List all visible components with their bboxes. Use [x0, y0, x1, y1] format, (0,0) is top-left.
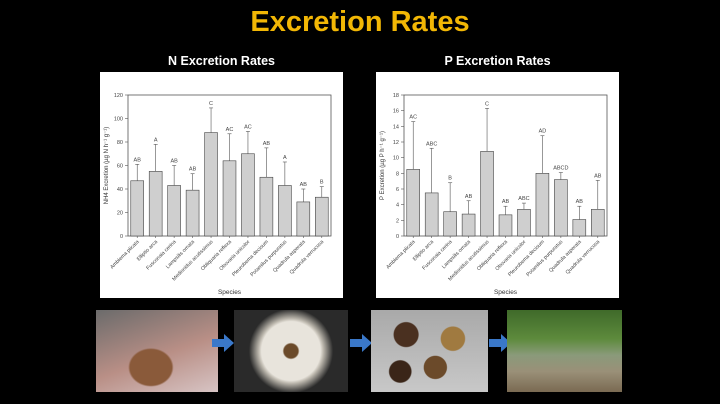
- significance-label: AB: [576, 199, 584, 205]
- significance-label: AD: [539, 129, 547, 135]
- y-tick-label: 12: [393, 140, 399, 146]
- significance-label: AB: [594, 173, 602, 179]
- y-tick-label: 40: [117, 187, 123, 193]
- bar: [167, 185, 181, 237]
- x-tick-label: Quadrula asperata: [548, 239, 583, 274]
- bar: [222, 160, 237, 237]
- bar: [241, 153, 255, 237]
- significance-label: AB: [134, 157, 142, 163]
- x-tick-label: Quadrula asperata: [272, 239, 307, 274]
- y-tick-label: 0: [396, 234, 399, 240]
- bar: [424, 192, 439, 237]
- x-axis-label: Species: [494, 289, 518, 296]
- bar: [148, 171, 163, 237]
- y-tick-label: 20: [117, 211, 123, 217]
- p-chart-title: P Excretion Rates: [444, 54, 551, 68]
- y-tick-label: 0: [120, 234, 123, 240]
- significance-label: A: [154, 137, 158, 143]
- bar: [278, 185, 292, 237]
- y-tick-label: 16: [393, 109, 399, 115]
- bar: [443, 211, 457, 237]
- significance-label: C: [485, 101, 489, 107]
- significance-label: AB: [502, 199, 510, 205]
- bar: [185, 189, 200, 237]
- significance-label: AB: [170, 159, 178, 165]
- y-tick-label: 18: [393, 93, 399, 99]
- photo-mussel-container: [234, 310, 348, 392]
- y-tick-label: 60: [117, 164, 123, 170]
- photo-mussel-species: [371, 310, 488, 392]
- bar: [572, 219, 587, 237]
- y-tick-label: 100: [114, 117, 123, 123]
- significance-label: AC: [409, 115, 417, 121]
- significance-label: AC: [244, 124, 252, 130]
- significance-label: ABCD: [553, 166, 568, 172]
- significance-label: AC: [226, 127, 234, 133]
- significance-label: A: [283, 155, 287, 161]
- significance-label: B: [320, 180, 324, 186]
- y-tick-label: 4: [396, 203, 399, 209]
- significance-label: AB: [189, 167, 197, 173]
- n-chart-title: N Excretion Rates: [168, 54, 275, 68]
- photo-mussel-caliper: [96, 310, 218, 392]
- y-tick-label: 6: [396, 187, 399, 193]
- x-tick-label: Quadrula verrucosa: [289, 239, 326, 276]
- bar: [498, 214, 513, 237]
- significance-label: AB: [263, 141, 271, 147]
- significance-label: AB: [300, 182, 308, 188]
- significance-label: ABC: [518, 196, 529, 202]
- bar: [296, 201, 311, 237]
- bar: [315, 196, 329, 237]
- y-axis-label: P Excretion (µg P h⁻¹ g⁻¹): [380, 131, 386, 200]
- significance-label: ABC: [426, 141, 437, 147]
- bar: [554, 179, 568, 237]
- bar: [130, 180, 144, 237]
- significance-label: B: [448, 176, 452, 182]
- n-excretion-chart: 0 20 40 60 80 100 120 AB Amblema plicata A Ellipti…: [100, 72, 343, 298]
- p-excretion-chart: 0 2 4 6 8 10 12 14 16 18 AC Amblema plicata ABC Ellip…: [376, 72, 619, 298]
- bar: [406, 169, 420, 237]
- y-tick-label: 8: [396, 171, 399, 177]
- x-tick-label: Quadrula verrucosa: [565, 239, 602, 276]
- bar: [259, 176, 274, 237]
- x-axis-label: Species: [218, 289, 242, 296]
- y-tick-label: 14: [393, 124, 399, 130]
- significance-label: C: [209, 101, 213, 107]
- bar: [517, 209, 531, 237]
- bar: [535, 173, 550, 237]
- photo-river: [507, 310, 622, 392]
- bar: [204, 132, 218, 237]
- y-tick-label: 2: [396, 218, 399, 224]
- significance-label: AB: [465, 194, 473, 200]
- x-tick-label: Amblema plicata: [385, 239, 416, 270]
- x-tick-label: Amblema plicata: [109, 239, 140, 270]
- bar: [461, 213, 476, 237]
- bar: [591, 209, 605, 237]
- y-tick-label: 80: [117, 140, 123, 146]
- y-tick-label: 120: [114, 93, 123, 99]
- bar: [480, 151, 494, 237]
- y-axis-label: NH4 Excretion (µg N h⁻¹ g⁻¹): [104, 127, 110, 204]
- y-tick-label: 10: [393, 156, 399, 162]
- slide-title: Excretion Rates: [250, 6, 470, 38]
